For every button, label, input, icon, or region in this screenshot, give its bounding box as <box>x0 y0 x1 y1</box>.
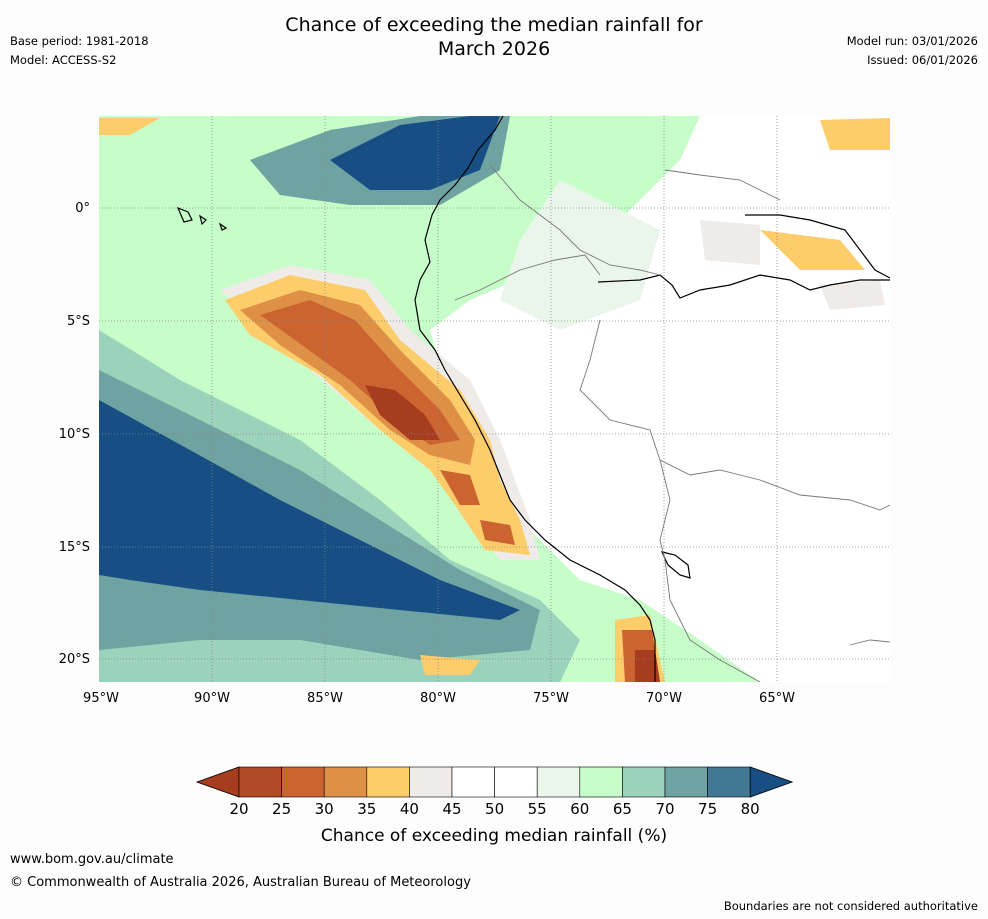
colorbar-tick-label: 80 <box>740 800 760 818</box>
colorbar-segment <box>323 766 368 798</box>
colorbar-segment <box>366 766 410 798</box>
colorbar-segment <box>536 766 581 798</box>
base-period: Base period: 1981-2018 <box>10 34 149 48</box>
colorbar-segment <box>494 766 538 798</box>
lat-label-0: 0° <box>75 201 90 216</box>
zone-25-30-south <box>440 470 515 545</box>
lake-titicaca <box>660 551 691 579</box>
zone-35-40-ne <box>99 118 890 270</box>
footer-note: Boundaries are not considered authoritat… <box>723 899 978 913</box>
colorbar-segment <box>409 766 453 798</box>
zone-20-25-south <box>635 650 660 682</box>
lon-label-80w: 80°W <box>420 691 456 706</box>
zone-above-80-north <box>330 116 500 190</box>
colorbar-segment <box>622 766 666 798</box>
rainfall-shading <box>99 116 890 682</box>
lat-label-10s: 10°S <box>59 427 90 442</box>
colorbar-tick-label: 40 <box>399 800 419 818</box>
model-name: Model: ACCESS-S2 <box>10 53 117 67</box>
colorbar-segment <box>451 766 495 798</box>
zone-above-80 <box>99 400 520 620</box>
colorbar-arrow-high <box>749 766 794 798</box>
colorbar-tick-label: 30 <box>314 800 334 818</box>
issued-date: Issued: 06/01/2026 <box>867 53 978 67</box>
lat-label-20s: 20°S <box>59 652 90 667</box>
colorbar-tick-label: 45 <box>442 800 462 818</box>
south-america-coastline <box>414 116 656 682</box>
footer-url[interactable]: www.bom.gov.au/climate <box>10 852 174 867</box>
galapagos <box>176 206 228 231</box>
colorbar-tick-label: 60 <box>570 800 590 818</box>
zone-40-45-ne <box>700 220 885 310</box>
meta-left: Base period: 1981-2018 Model: ACCESS-S2 <box>10 32 149 70</box>
colorbar-tick-label: 35 <box>357 800 377 818</box>
lon-label-85w: 85°W <box>307 691 343 706</box>
colorbar-label: Chance of exceeding median rainfall (%) <box>320 826 668 846</box>
colorbar-tick-label: 55 <box>527 800 547 818</box>
colorbar-segment <box>238 766 282 798</box>
country-borders <box>454 164 890 682</box>
title-line-1: Chance of exceeding the median rainfall … <box>285 14 703 36</box>
colorbar-tick-label: 50 <box>485 800 505 818</box>
colorbar-tick-label: 25 <box>272 800 292 818</box>
zone-55-60-east <box>500 180 660 330</box>
colorbar-tick-label: 70 <box>655 800 675 818</box>
colorbar-segment <box>664 766 708 798</box>
colorbar-tick-label: 65 <box>612 800 632 818</box>
amazon-coast <box>745 214 890 279</box>
colorbar <box>196 766 794 798</box>
map-title: Chance of exceeding the median rainfall … <box>0 13 988 61</box>
colorbar-arrow-low <box>196 766 240 798</box>
meta-right: Model run: 03/01/2026 Issued: 06/01/2026 <box>847 32 978 70</box>
colorbar-segment <box>579 766 623 798</box>
lon-label-65w: 65°W <box>759 691 795 706</box>
gridlines <box>99 116 890 682</box>
zone-20-25 <box>365 385 440 440</box>
lon-label-75w: 75°W <box>533 691 569 706</box>
model-run: Model run: 03/01/2026 <box>846 34 978 48</box>
map-panel: 0° 5°S 10°S 15°S 20°S 95°W 90°W 85°W 80°… <box>59 116 890 706</box>
footer-copyright: © Commonwealth of Australia 2026, Austra… <box>10 875 471 890</box>
colorbar-tick-label: 75 <box>698 800 718 818</box>
colorbar-segment <box>707 766 751 798</box>
lat-label-15s: 15°S <box>59 540 90 555</box>
lon-label-70w: 70°W <box>646 691 682 706</box>
lon-label-90w: 90°W <box>194 691 230 706</box>
colorbar-segment <box>281 766 325 798</box>
lon-label-95w: 95°W <box>83 691 119 706</box>
colorbar-tick-label: 20 <box>229 800 249 818</box>
title-line-2: March 2026 <box>437 38 551 60</box>
lat-label-5s: 5°S <box>67 314 90 329</box>
